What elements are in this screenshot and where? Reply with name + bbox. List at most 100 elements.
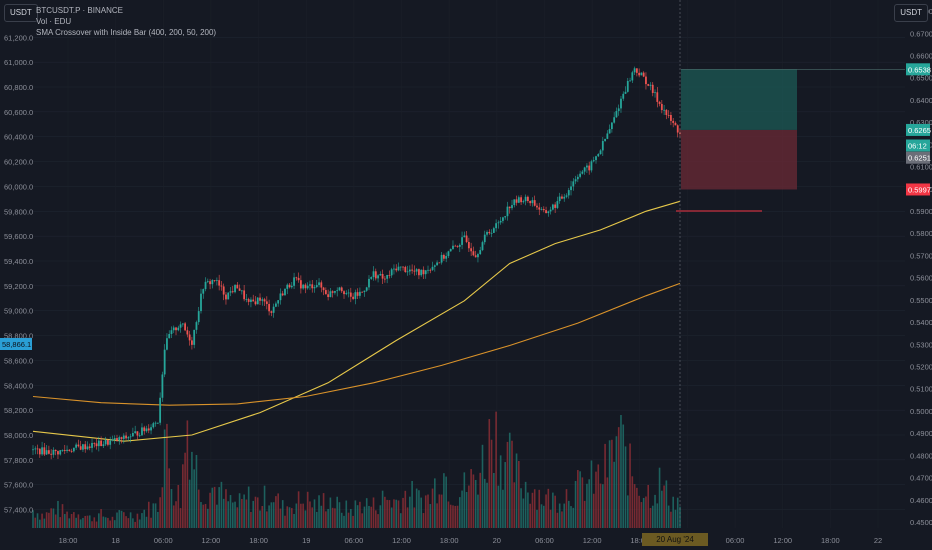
- candle-body: [181, 323, 184, 325]
- candle-body: [356, 292, 359, 296]
- volume-bar: [384, 496, 386, 528]
- candle-body: [531, 200, 534, 204]
- candle-body: [456, 246, 459, 247]
- candle-body: [465, 235, 468, 242]
- candle-body: [340, 287, 343, 292]
- price-label: 0.6265: [908, 126, 931, 135]
- volume-bar: [184, 452, 186, 528]
- volume-bar: [449, 504, 452, 528]
- volume-bar: [561, 511, 563, 528]
- candle-body: [654, 92, 656, 94]
- volume-bar: [624, 446, 627, 528]
- candle-body: [88, 446, 91, 448]
- candle-body: [558, 196, 561, 202]
- right-price-axis[interactable]: 0.68000.67000.66000.65000.64000.63000.62…: [910, 7, 932, 527]
- volume-bar: [313, 499, 316, 528]
- candle-body: [179, 324, 182, 328]
- volume-bar: [538, 489, 541, 528]
- candle-body: [635, 68, 638, 73]
- volume-bar: [136, 513, 139, 528]
- indicator-legend[interactable]: SMA Crossover with Inside Bar (400, 200,…: [36, 28, 217, 37]
- candle-body: [256, 297, 259, 305]
- volume-bar: [88, 515, 91, 528]
- candle-body: [660, 103, 663, 111]
- target-zone[interactable]: [681, 69, 797, 130]
- symbol-title[interactable]: BTCUSDT.P · BINANCE: [36, 6, 123, 15]
- volume-bar: [222, 498, 225, 528]
- volume-bar: [36, 513, 39, 528]
- volume-bar: [327, 508, 329, 528]
- candle-body: [545, 210, 547, 214]
- candle-body: [377, 275, 379, 279]
- candle-body: [488, 231, 491, 234]
- volume-bar: [470, 469, 472, 528]
- volume-bar: [32, 510, 34, 528]
- candle-body: [191, 340, 193, 345]
- left-price-axis[interactable]: 61,200.0 61,000.0 60,800.0 60,600.0 60,400.0…: [4, 33, 33, 514]
- volume-bar: [334, 508, 336, 528]
- volume-legend[interactable]: Vol · EDU: [36, 17, 72, 26]
- volume-bar: [340, 512, 343, 528]
- long-position-box[interactable]: [676, 69, 905, 212]
- volume-bar: [581, 477, 584, 528]
- volume-bar: [409, 496, 411, 528]
- time-axis-tick: 12:00: [583, 536, 602, 545]
- candle-body: [286, 284, 289, 289]
- volume-bar: [531, 492, 534, 528]
- candle-body: [263, 299, 266, 302]
- candle-body: [447, 251, 450, 257]
- candle-body: [197, 311, 200, 323]
- candle-body: [436, 262, 438, 266]
- candle-body: [57, 451, 59, 455]
- candle-body: [551, 204, 554, 210]
- price-label: 0.5997: [908, 185, 931, 194]
- candle-body: [61, 450, 64, 451]
- candle-body: [245, 299, 248, 300]
- candle-body: [458, 244, 461, 247]
- candle-body: [388, 274, 391, 276]
- candle-body: [583, 167, 586, 172]
- currency-badge-right[interactable]: USDT: [894, 4, 928, 22]
- candle-body: [309, 284, 311, 286]
- candle-body: [563, 196, 566, 199]
- volume-bar: [527, 492, 529, 528]
- left-axis-tick: 58,200.0: [4, 406, 33, 415]
- right-axis-tick: 0.4600: [910, 496, 932, 505]
- volume-bar: [658, 467, 661, 528]
- candle-body: [43, 447, 46, 455]
- time-axis-tick: 06:00: [154, 536, 173, 545]
- candle-body: [281, 293, 284, 296]
- left-axis-tick: 59,400.0: [4, 257, 33, 266]
- candle-body: [268, 303, 270, 312]
- time-axis-tick: 06:00: [535, 536, 554, 545]
- candle-body: [497, 222, 500, 224]
- candle-body: [186, 330, 189, 335]
- volume-bar: [563, 503, 566, 528]
- candle-body: [34, 448, 37, 450]
- left-axis-tick: 59,800.0: [4, 207, 33, 216]
- candle-body: [452, 245, 454, 249]
- candle-body: [538, 207, 541, 210]
- volume-bar: [604, 443, 606, 528]
- candle-body: [175, 327, 177, 331]
- candle-body: [177, 327, 180, 331]
- time-axis[interactable]: 18:00 18 06:00 12:00 18:00 19 06:00 12:00 18:00 2…: [59, 536, 883, 545]
- right-axis-tick: 0.5300: [910, 340, 932, 349]
- volume-bar: [175, 501, 177, 528]
- volume-bar: [474, 479, 477, 528]
- left-axis-tick: 60,200.0: [4, 158, 33, 167]
- volume-bar: [66, 511, 68, 528]
- candle-body: [134, 431, 137, 434]
- left-axis-tick: 60,400.0: [4, 133, 33, 142]
- volume-bar: [322, 493, 325, 528]
- volume-bars: [32, 411, 681, 528]
- candle-body: [599, 150, 602, 155]
- volume-bar: [315, 511, 318, 528]
- volume-bar: [592, 493, 595, 528]
- candle-body: [549, 209, 552, 212]
- candle-body: [515, 199, 518, 203]
- volume-bar: [542, 505, 545, 528]
- currency-badge-left[interactable]: USDT: [4, 4, 38, 22]
- stop-zone[interactable]: [681, 129, 797, 190]
